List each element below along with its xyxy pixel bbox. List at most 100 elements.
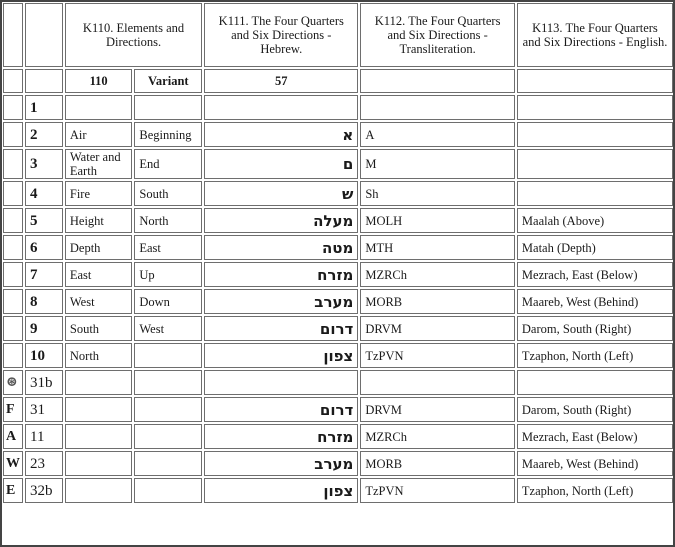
transliteration-cell: MORB [360,289,515,314]
table-row: ⊛ 31b [3,370,673,395]
variant-cell: East [134,235,203,260]
element-cell: East [64,262,133,287]
row-number: 32b [25,478,63,503]
element-cell [64,95,133,120]
transliteration-cell: MORB [360,451,515,476]
hebrew-cell: מזרח [204,262,359,287]
variant-cell: End [134,149,203,179]
row-number: 31 [25,397,63,422]
table-row: 7 East Up מזרח MZRCh Mezrach, East (Below) [3,262,673,287]
element-cell: Height [64,208,133,233]
subheader-variant: Variant [134,69,203,93]
element-cell: South [64,316,133,341]
hebrew-cell: מערב [204,289,359,314]
hebrew-cell: ש [204,181,359,206]
hebrew-cell: דרום [204,316,359,341]
english-cell: Matah (Depth) [516,235,673,260]
hebrew-cell: צפון [204,478,359,503]
variant-cell: South [134,181,203,206]
english-cell: Tzaphon, North (Left) [516,343,673,368]
gutter-cell: A [3,424,23,449]
gutter-cell [3,316,23,341]
variant-cell [134,343,203,368]
transliteration-cell: M [360,149,515,179]
header-english: K113. The Four Quarters and Six Directio… [516,3,673,67]
hebrew-cell: מזרח [204,424,359,449]
gutter-cell [3,235,23,260]
english-cell: Maareb, West (Behind) [516,451,673,476]
element-cell: West [64,289,133,314]
variant-cell: Beginning [134,122,203,147]
row-number: 6 [25,235,63,260]
row-number: 3 [25,149,63,179]
subheader-57: 57 [204,69,359,93]
element-cell: Depth [64,235,133,260]
hebrew-cell: א [204,122,359,147]
hebrew-cell: דרום [204,397,359,422]
header-hebrew: K111. The Four Quarters and Six Directio… [204,3,359,67]
gutter-cell [3,181,23,206]
header-elements: K110. Elements and Directions. [64,3,203,67]
gutter-cell: E [3,478,23,503]
table-row: 1 [3,95,673,120]
subheader-number-cell [25,69,63,93]
transliteration-cell: TzPVN [360,343,515,368]
table-row: 10 North צפון TzPVN Tzaphon, North (Left) [3,343,673,368]
transliteration-cell: A [360,122,515,147]
row-number: 1 [25,95,63,120]
hebrew-cell: מטה [204,235,359,260]
english-cell: Darom, South (Right) [516,316,673,341]
table-row: E 32b צפון TzPVN Tzaphon, North (Left) [3,478,673,503]
header-transliteration: K112. The Four Quarters and Six Directio… [360,3,515,67]
transliteration-cell [360,370,515,395]
subheader-english-cell [516,69,673,93]
row-number: 9 [25,316,63,341]
english-cell [516,95,673,120]
english-cell: Maareb, West (Behind) [516,289,673,314]
table-row: 6 Depth East מטה MTH Matah (Depth) [3,235,673,260]
row-number: 31b [25,370,63,395]
hebrew-cell [204,370,359,395]
variant-cell [134,95,203,120]
variant-cell [134,424,203,449]
transliteration-cell: MTH [360,235,515,260]
row-number: 4 [25,181,63,206]
transliteration-cell [360,95,515,120]
row-number: 5 [25,208,63,233]
gutter-cell [3,289,23,314]
table-row: 3 Water and Earth End ם M [3,149,673,179]
english-cell [516,370,673,395]
element-cell [64,451,133,476]
variant-cell: North [134,208,203,233]
transliteration-cell: Sh [360,181,515,206]
variant-cell [134,478,203,503]
element-cell [64,397,133,422]
table-row: 9 South West דרום DRVM Darom, South (Right) [3,316,673,341]
table-row: F 31 דרום DRVM Darom, South (Right) [3,397,673,422]
gutter-cell: F [3,397,23,422]
row-number: 8 [25,289,63,314]
table-row: 8 West Down מערב MORB Maareb, West (Behind) [3,289,673,314]
hebrew-cell: מערב [204,451,359,476]
gutter-cell: W [3,451,23,476]
header-row: K110. Elements and Directions. K111. The… [3,3,673,67]
element-cell: Fire [64,181,133,206]
hebrew-cell [204,95,359,120]
transliteration-cell: MOLH [360,208,515,233]
element-cell: Air [64,122,133,147]
row-number: 11 [25,424,63,449]
transliteration-cell: MZRCh [360,424,515,449]
gutter-cell [3,149,23,179]
english-cell: Darom, South (Right) [516,397,673,422]
subheader-gutter-cell [3,69,23,93]
english-cell [516,181,673,206]
subheader-transliteration-cell [360,69,515,93]
row-number: 7 [25,262,63,287]
transliteration-cell: MZRCh [360,262,515,287]
element-cell: Water and Earth [64,149,133,179]
table-row: W 23 מערב MORB Maareb, West (Behind) [3,451,673,476]
gutter-cell [3,122,23,147]
transliteration-cell: DRVM [360,397,515,422]
variant-cell [134,370,203,395]
